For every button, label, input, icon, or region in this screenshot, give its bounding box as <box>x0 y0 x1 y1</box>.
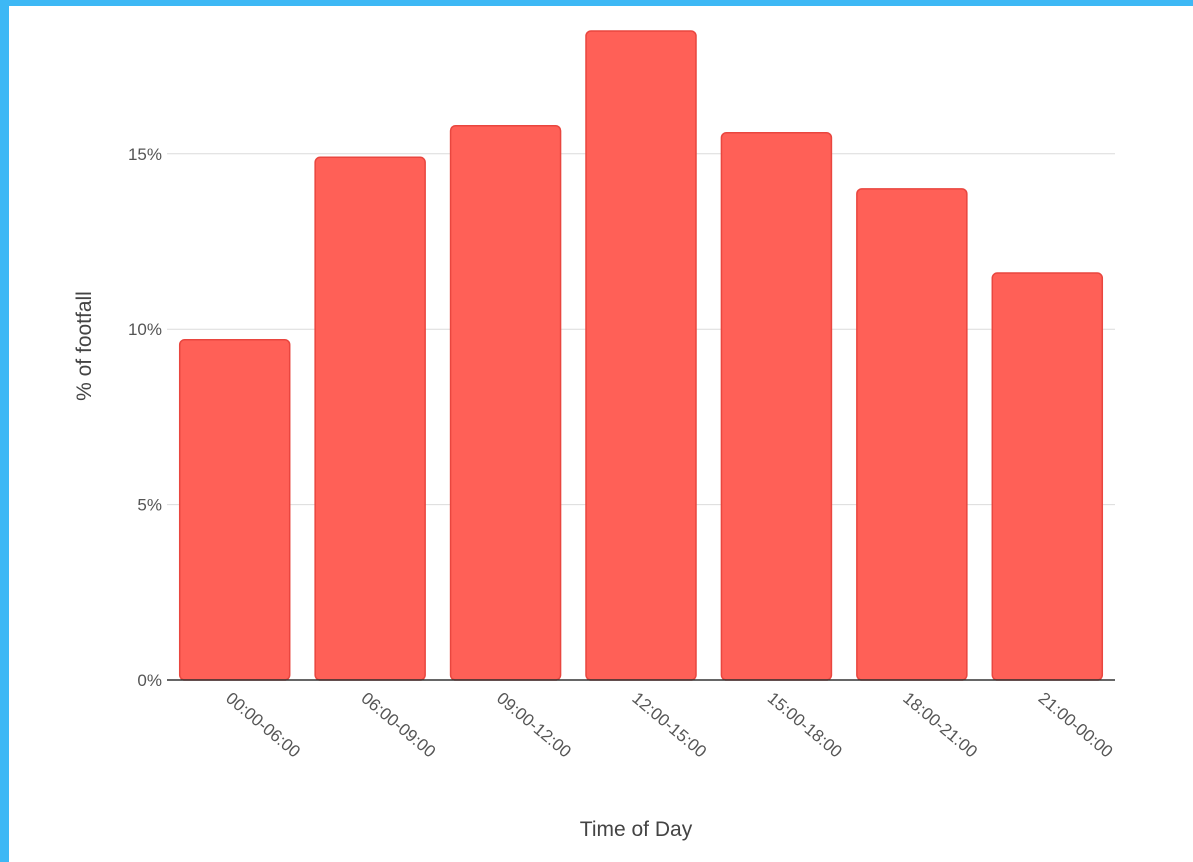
bar <box>991 272 1104 681</box>
x-axis-title: Time of Day <box>580 818 693 841</box>
y-axis-title: % of footfall <box>73 291 96 401</box>
bar <box>720 131 833 681</box>
x-tick-label: 18:00-21:00 <box>899 689 981 762</box>
bars <box>178 30 1104 681</box>
y-tick-label: 15% <box>128 145 162 164</box>
bar <box>585 30 697 681</box>
bar <box>314 156 426 681</box>
bar <box>178 338 291 681</box>
x-tick-label: 12:00-15:00 <box>628 689 710 762</box>
chart-frame: 0% 5% 10% 15% 00:00-06:00 06:00-09:00 09:00-1… <box>9 6 1193 862</box>
y-tick-label: 0% <box>137 671 162 690</box>
bar <box>856 188 968 681</box>
x-tick-labels: 00:00-06:00 06:00-09:00 09:00-12:00 12:00-1… <box>222 689 1116 762</box>
x-tick-label: 15:00-18:00 <box>764 689 846 762</box>
y-tick-label: 5% <box>137 496 162 515</box>
bar-chart: 0% 5% 10% 15% 00:00-06:00 06:00-09:00 09:00-1… <box>73 30 1116 841</box>
y-tick-label: 10% <box>128 320 162 339</box>
bar <box>449 124 562 681</box>
y-tick-labels: 0% 5% 10% 15% <box>128 145 162 690</box>
x-tick-label: 00:00-06:00 <box>222 689 304 762</box>
x-tick-label: 09:00-12:00 <box>493 689 575 762</box>
x-tick-label: 06:00-09:00 <box>358 689 440 762</box>
x-tick-label: 21:00-00:00 <box>1035 689 1117 762</box>
